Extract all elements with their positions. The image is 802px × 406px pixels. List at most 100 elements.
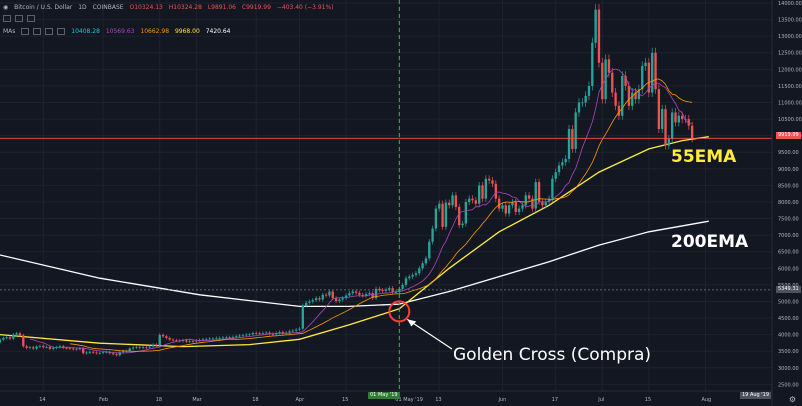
candle-body [644, 62, 647, 67]
candle-body [584, 95, 587, 103]
ema200-curve [0, 220, 709, 308]
candle-body [294, 329, 298, 331]
candle-body [308, 301, 311, 303]
candle-body [78, 348, 82, 350]
price-tick-label: 14000.00 [778, 1, 802, 7]
candle-body [324, 294, 328, 296]
short-moving-averages [29, 68, 693, 354]
time-tick-label: 13 [435, 397, 441, 403]
price-tick-label: 9500.00 [778, 150, 799, 156]
volume-legend-row[interactable] [3, 14, 39, 23]
candle-body [561, 162, 564, 166]
time-axis[interactable]: 14 Feb 18 Mar 18 Apr 15 01 May '19 13 Jun 17 Jul 15 A… [0, 390, 772, 403]
price-tick-label: 6500.00 [778, 250, 799, 256]
candle-body [458, 206, 461, 226]
candle-body [225, 337, 228, 339]
candle-body [28, 347, 32, 349]
candle-body [671, 112, 674, 139]
candle-body [111, 353, 115, 355]
close-icon[interactable] [27, 15, 35, 22]
ma-value-2: 10569.63 [105, 28, 135, 35]
ma-value-4: 9968.00 [174, 28, 200, 35]
candle-body [151, 344, 155, 347]
candle-body [441, 203, 444, 227]
price-axis[interactable]: 2500.00 3000.00 3500.00 4000.00 4500.00 5000.… [771, 0, 802, 406]
candle-body [351, 291, 354, 294]
golden-cross-annotation: Golden Cross (Compra) [453, 345, 651, 365]
candle-body [651, 52, 654, 93]
candle-body [221, 337, 225, 339]
price-tick-label: 9000.00 [778, 167, 799, 173]
price-tick-label: 7500.00 [778, 217, 799, 223]
candle-body [68, 348, 72, 350]
candle-body [431, 228, 434, 242]
candle-body [464, 201, 468, 224]
candle-body [517, 208, 521, 212]
gear-icon[interactable]: ⚙ [788, 395, 796, 404]
settings-icon[interactable] [15, 15, 23, 22]
candle-body [587, 85, 591, 96]
candle-body [52, 347, 55, 349]
candle-body [591, 42, 594, 86]
candle-body [358, 292, 361, 295]
more-icon[interactable] [57, 28, 66, 35]
candle-body [414, 273, 418, 275]
open-value: O10324.13 [129, 4, 163, 11]
low-value: L9891.06 [207, 4, 236, 11]
candle-body [205, 339, 208, 341]
ma-value-3: 10662.98 [140, 28, 170, 35]
candle-body [428, 241, 431, 259]
chart-grid [0, 0, 772, 391]
candle-body [541, 201, 544, 206]
symbol-legend[interactable]: ◉ Bitcoin / U.S. Dollar 1D COINBASE O103… [3, 3, 338, 12]
candle-body [471, 198, 474, 201]
candle-body [22, 335, 25, 347]
candle-body [481, 185, 484, 199]
price-tick-label: 11000.00 [778, 100, 802, 106]
settings-icon[interactable] [33, 28, 42, 35]
candle-body [128, 348, 131, 351]
candle-body [271, 333, 275, 335]
candle-body [268, 332, 271, 334]
price-tick-label: 4000.00 [778, 333, 799, 339]
candle-body [577, 102, 581, 113]
eye-icon[interactable] [21, 28, 30, 35]
candle-body [135, 347, 138, 349]
price-tick-label: 8500.00 [778, 183, 799, 189]
candle-body [641, 66, 644, 90]
candle-body [617, 105, 621, 116]
candle-body [72, 348, 75, 350]
ma-value-1: 10408.28 [71, 28, 100, 35]
candle-body [155, 344, 158, 346]
candle-body [607, 59, 611, 73]
candle-body [557, 165, 561, 173]
candle-body [647, 62, 651, 93]
change-value: −403.40 (−3.91%) [276, 4, 334, 11]
time-tick-label: 17 [552, 397, 558, 403]
candle-body [165, 336, 168, 338]
candle-body [121, 351, 125, 353]
price-tick-label: 13000.00 [778, 34, 802, 40]
ma-value-5: 7420.64 [205, 28, 231, 35]
candle-body [478, 185, 481, 204]
candle-body [394, 291, 398, 293]
candle-body [131, 347, 135, 349]
price-tick-label: 6000.00 [778, 266, 799, 272]
time-tick-label: Jul [597, 397, 604, 403]
chart-overlay [0, 0, 772, 391]
candle-body [627, 85, 631, 106]
close-icon[interactable] [45, 28, 54, 35]
candle-body [474, 200, 478, 204]
candle-body [571, 129, 574, 149]
eye-icon[interactable] [3, 15, 11, 22]
candle-body [527, 195, 531, 199]
candle-body [624, 75, 627, 86]
candle-body [494, 183, 497, 199]
candle-body [45, 346, 48, 348]
candle-body [88, 351, 92, 353]
exchange-label: COINBASE [92, 4, 124, 11]
candle-body [148, 346, 151, 348]
ma-legend[interactable]: MAs 10408.28 10569.63 10662.98 9968.00 7… [3, 27, 235, 36]
